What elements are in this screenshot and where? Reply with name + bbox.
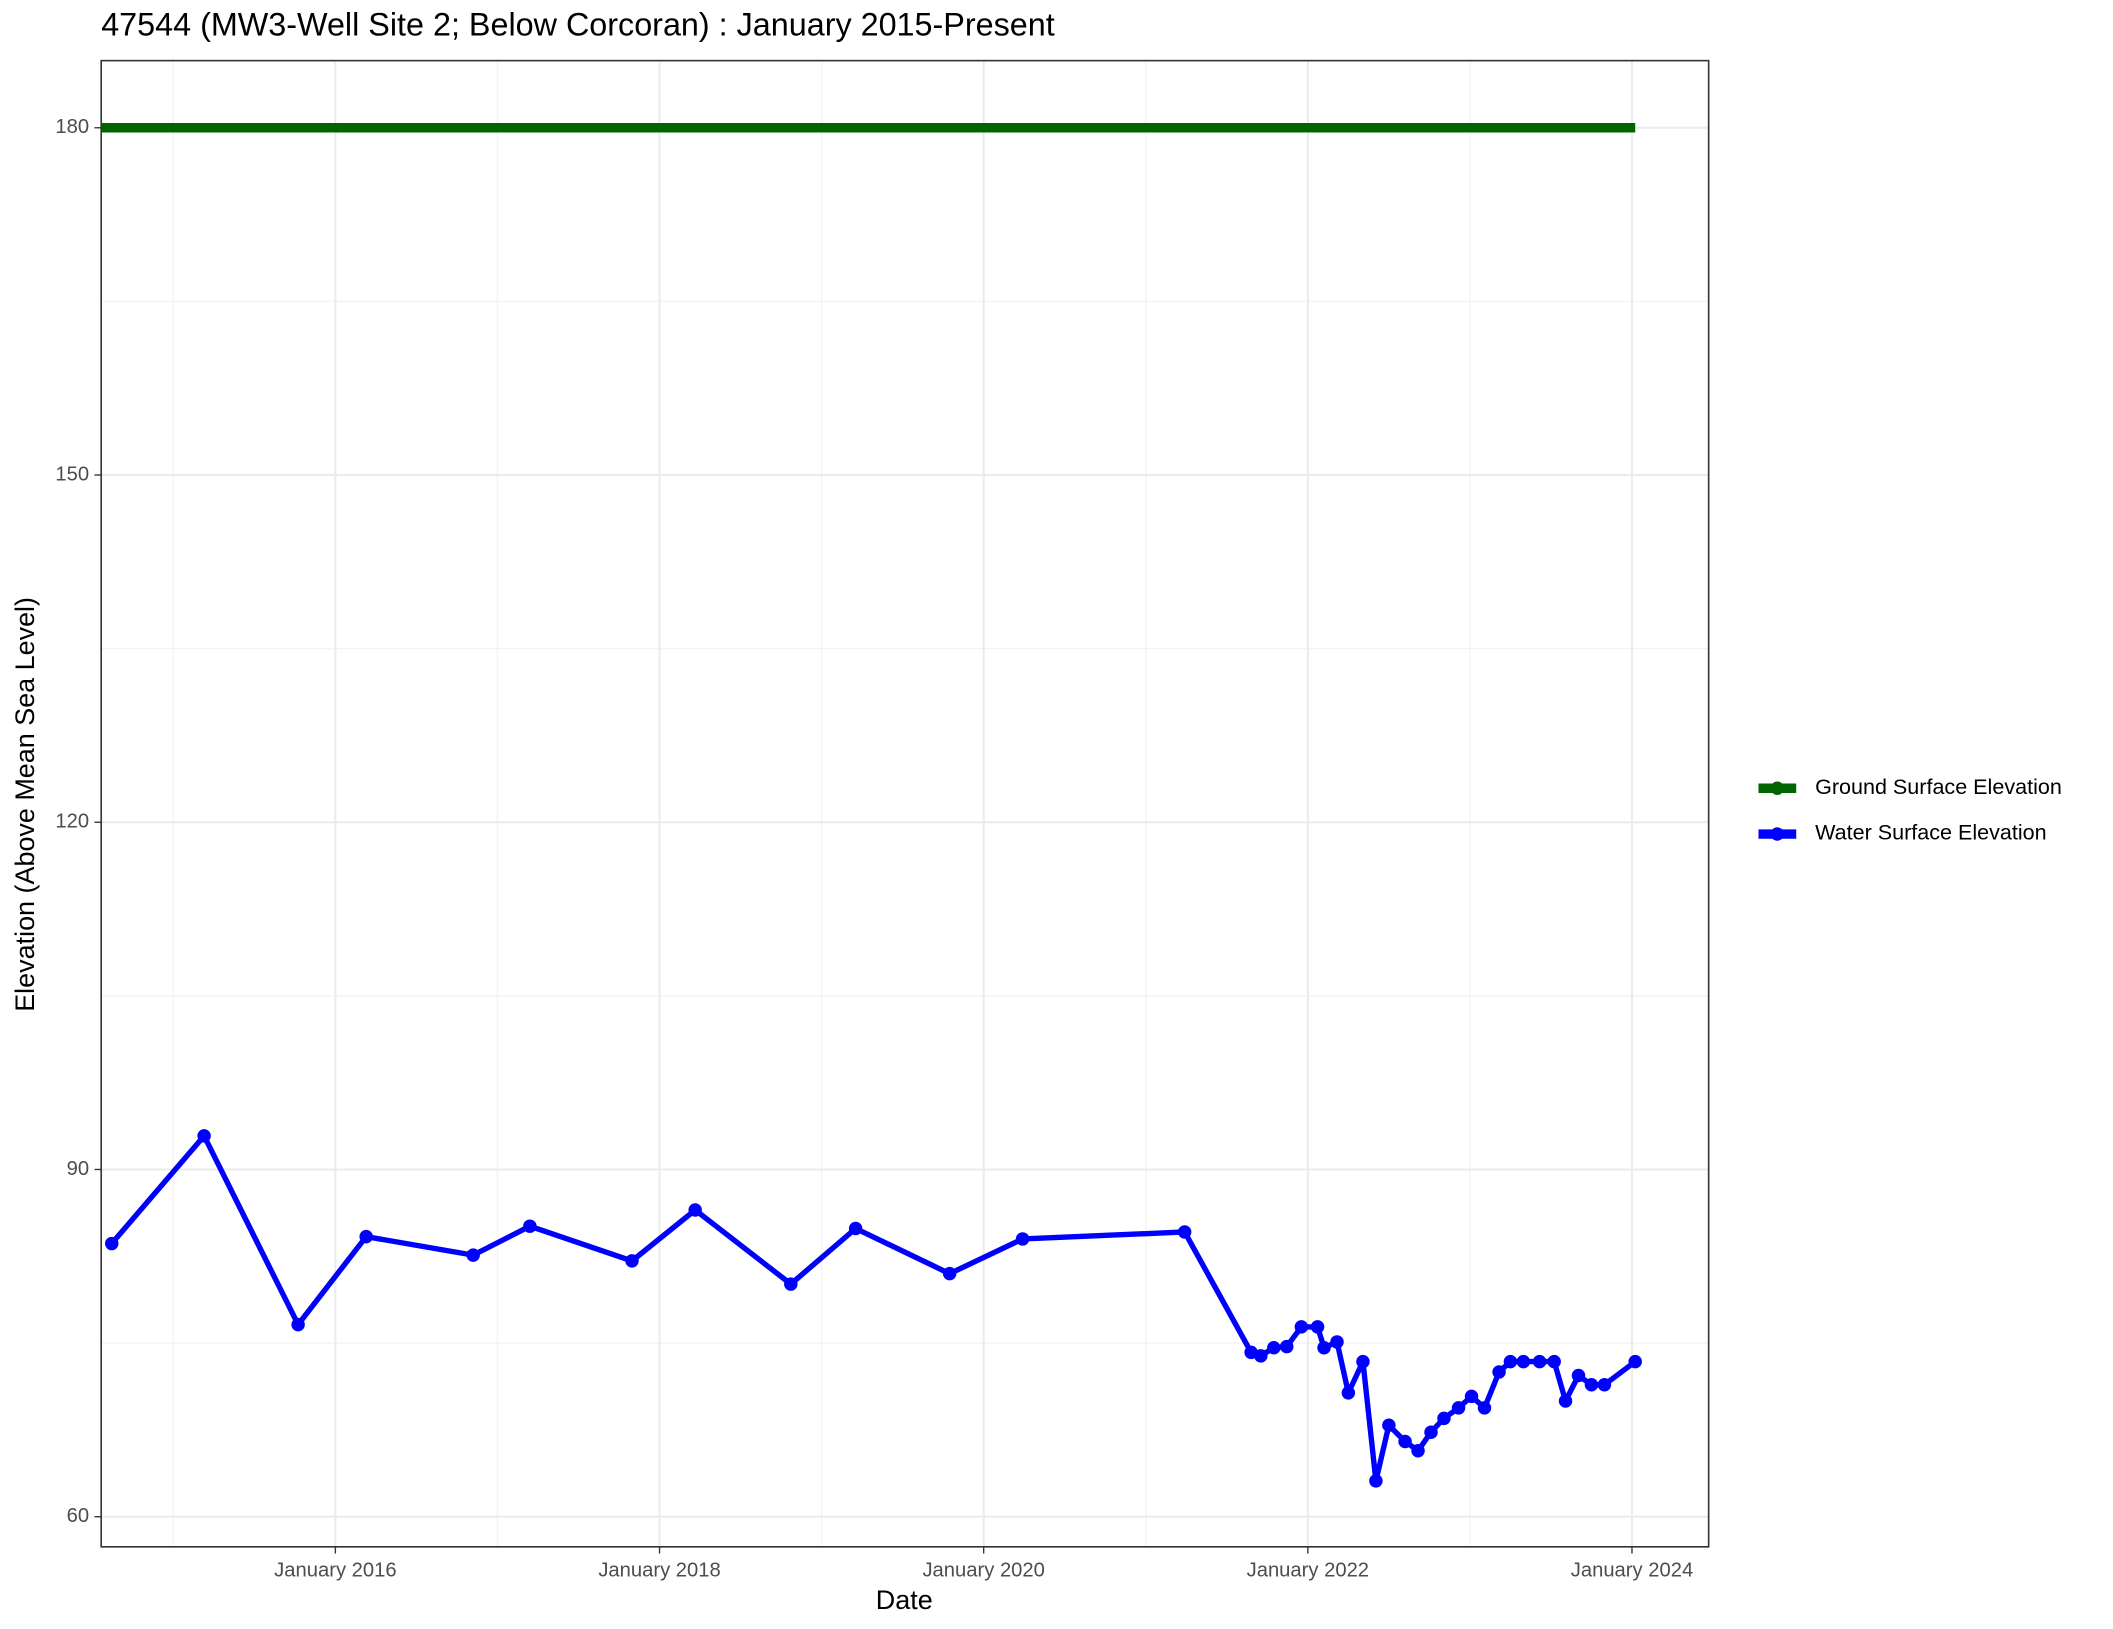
data-point [1628,1354,1642,1369]
data-point [1424,1425,1438,1439]
legend-key-point [1770,827,1785,841]
data-point [523,1219,537,1233]
data-point [1516,1354,1531,1369]
data-point [1464,1389,1479,1404]
data-point [1477,1401,1492,1415]
y-tick-label: 60 [67,1505,89,1527]
data-point [1411,1444,1425,1458]
data-point [1254,1349,1268,1363]
x-tick-label: January 2024 [1571,1559,1693,1581]
data-point [1547,1354,1561,1369]
data-point [1584,1378,1599,1392]
x-tick-label: January 2020 [922,1559,1044,1581]
data-point [1310,1320,1325,1334]
data-point [848,1221,863,1236]
data-point [1341,1386,1356,1400]
y-tick-label: 180 [55,116,89,138]
y-tick-label: 120 [55,811,89,833]
data-point [1571,1368,1586,1383]
legend-label: Water Surface Elevation [1815,820,2047,845]
data-point [466,1248,480,1262]
data-point [1382,1418,1396,1433]
data-point [359,1229,373,1244]
data-point [1330,1335,1344,1349]
data-point [291,1317,305,1332]
legend-label: Ground Surface Elevation [1815,774,2062,799]
y-axis-label: Elevation (Above Mean Sea Level) [10,597,40,1012]
data-point [197,1129,211,1143]
data-point [1294,1320,1309,1334]
data-point [1437,1411,1451,1426]
x-tick-label: January 2018 [598,1559,720,1581]
data-point [1317,1340,1331,1355]
data-point [1558,1394,1573,1408]
data-point [104,1236,119,1251]
plot-border [100,59,1710,1548]
data-point [1532,1354,1547,1369]
data-point [625,1254,639,1268]
data-point [784,1277,798,1291]
x-axis-label: Date [876,1585,933,1615]
legend-key-point [1770,781,1785,795]
data-point [1503,1354,1518,1369]
data-point [1597,1378,1612,1392]
data-point [1369,1474,1383,1488]
data-point [942,1266,957,1281]
x-tick-label: January 2022 [1247,1559,1369,1581]
data-point [1451,1401,1466,1415]
y-tick-label: 150 [55,463,89,485]
y-tick-label: 90 [67,1158,89,1180]
x-tick-label: January 2016 [274,1559,396,1581]
data-point [1398,1434,1412,1449]
data-point [1492,1365,1506,1379]
data-point [1267,1340,1281,1355]
data-point [1280,1339,1294,1354]
data-point [1356,1354,1370,1369]
data-point [1177,1225,1192,1239]
data-point [1015,1232,1030,1246]
data-point [688,1203,702,1217]
chart-title: 47544 (MW3-Well Site 2; Below Corcoran) … [101,6,1055,42]
